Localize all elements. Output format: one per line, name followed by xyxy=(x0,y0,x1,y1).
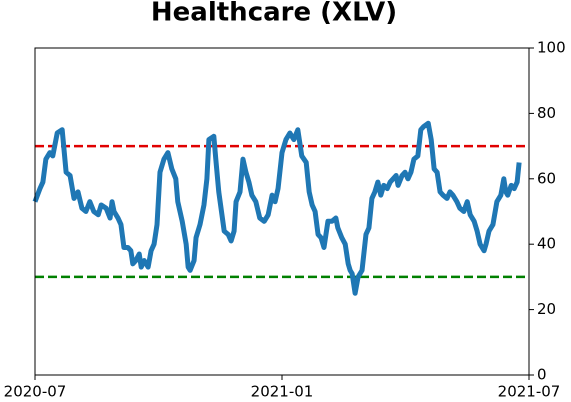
plot-frame xyxy=(34,47,530,376)
y-tick-label: 100 xyxy=(537,39,566,57)
x-tick-label: 2021-01 xyxy=(251,383,314,401)
y-tick-label: 20 xyxy=(537,300,556,318)
series-line xyxy=(32,120,522,296)
x-tick-label: 2021-07 xyxy=(498,383,561,401)
y-tick-label: 40 xyxy=(537,235,556,253)
y-tick-label: 0 xyxy=(537,366,547,384)
y-tick-label: 80 xyxy=(537,104,556,122)
chart-title: Healthcare (XLV) xyxy=(151,0,397,28)
y-tick-label: 60 xyxy=(537,169,556,187)
x-tick-label: 2020-07 xyxy=(4,383,67,401)
